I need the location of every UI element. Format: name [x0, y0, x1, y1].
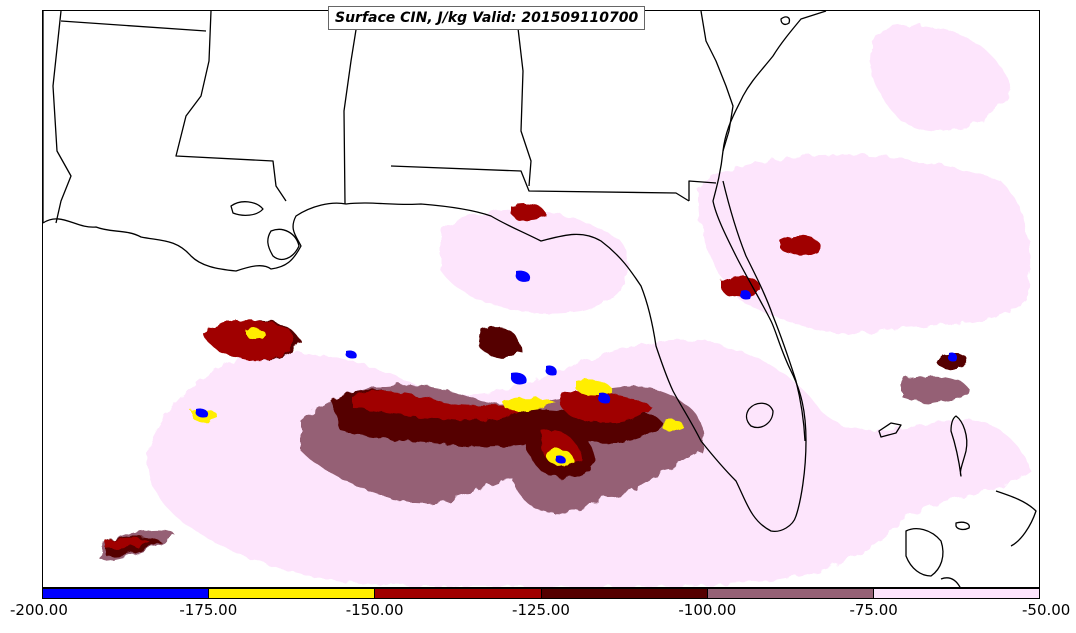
cuba-coast: [905, 528, 944, 577]
bahamas-island-south: [995, 490, 1037, 547]
ms-al-border: [343, 11, 360, 205]
map-panel: [42, 10, 1040, 588]
cuba-east: [940, 577, 961, 587]
colorbar-tick-label: -75.00: [849, 601, 898, 619]
louisiana-coast: [230, 201, 264, 216]
al-fl-border: [390, 165, 690, 202]
colorbar-tick-label: -175.00: [179, 601, 238, 619]
keys-island: [955, 521, 970, 531]
la-ms-border: [175, 11, 287, 202]
cin-band-yellow: [191, 328, 685, 466]
map-boundaries: [43, 11, 1037, 587]
ga-sc-coast: [700, 11, 734, 152]
cin-band-red: [106, 204, 821, 550]
colorbar: [42, 588, 1040, 599]
colorbar-tick-label: -150.00: [345, 601, 404, 619]
cin-band-blue: [195, 270, 958, 464]
colorbar-tick-label: -200.00: [10, 601, 68, 619]
atlantic-coast-ne: [780, 16, 791, 26]
colorbar-segment: [706, 589, 873, 598]
map-canvas: [43, 11, 1037, 587]
colorbar-segment: [374, 589, 541, 598]
colorbar-tick-label: -50.00: [1022, 601, 1071, 619]
tx-la-border: [52, 11, 72, 224]
colorbar-segment: [208, 589, 375, 598]
gulf-coastline: [43, 11, 827, 532]
la-ar-border: [60, 20, 207, 32]
colorbar-tick-label: -125.00: [512, 601, 570, 619]
lake-okeechobee: [745, 402, 774, 429]
colorbar-segment: [540, 589, 707, 598]
bahamas-island-east: [950, 415, 968, 477]
ga-fl-border: [688, 180, 717, 201]
colorbar-tick-label: -100.00: [678, 601, 737, 619]
al-ga-border: [515, 11, 532, 187]
colorbar-tick-labels: -200.00 -175.00 -150.00 -125.00 -100.00 -75.0…: [0, 601, 1076, 625]
florida-east-coast: [722, 180, 806, 442]
louisiana-delta: [267, 228, 300, 260]
colorbar-segment: [872, 589, 1040, 598]
map-title: Surface CIN, J/kg Valid: 201509110700: [328, 6, 646, 30]
colorbar-segment: [43, 589, 209, 598]
bahamas-andros: [878, 422, 902, 438]
